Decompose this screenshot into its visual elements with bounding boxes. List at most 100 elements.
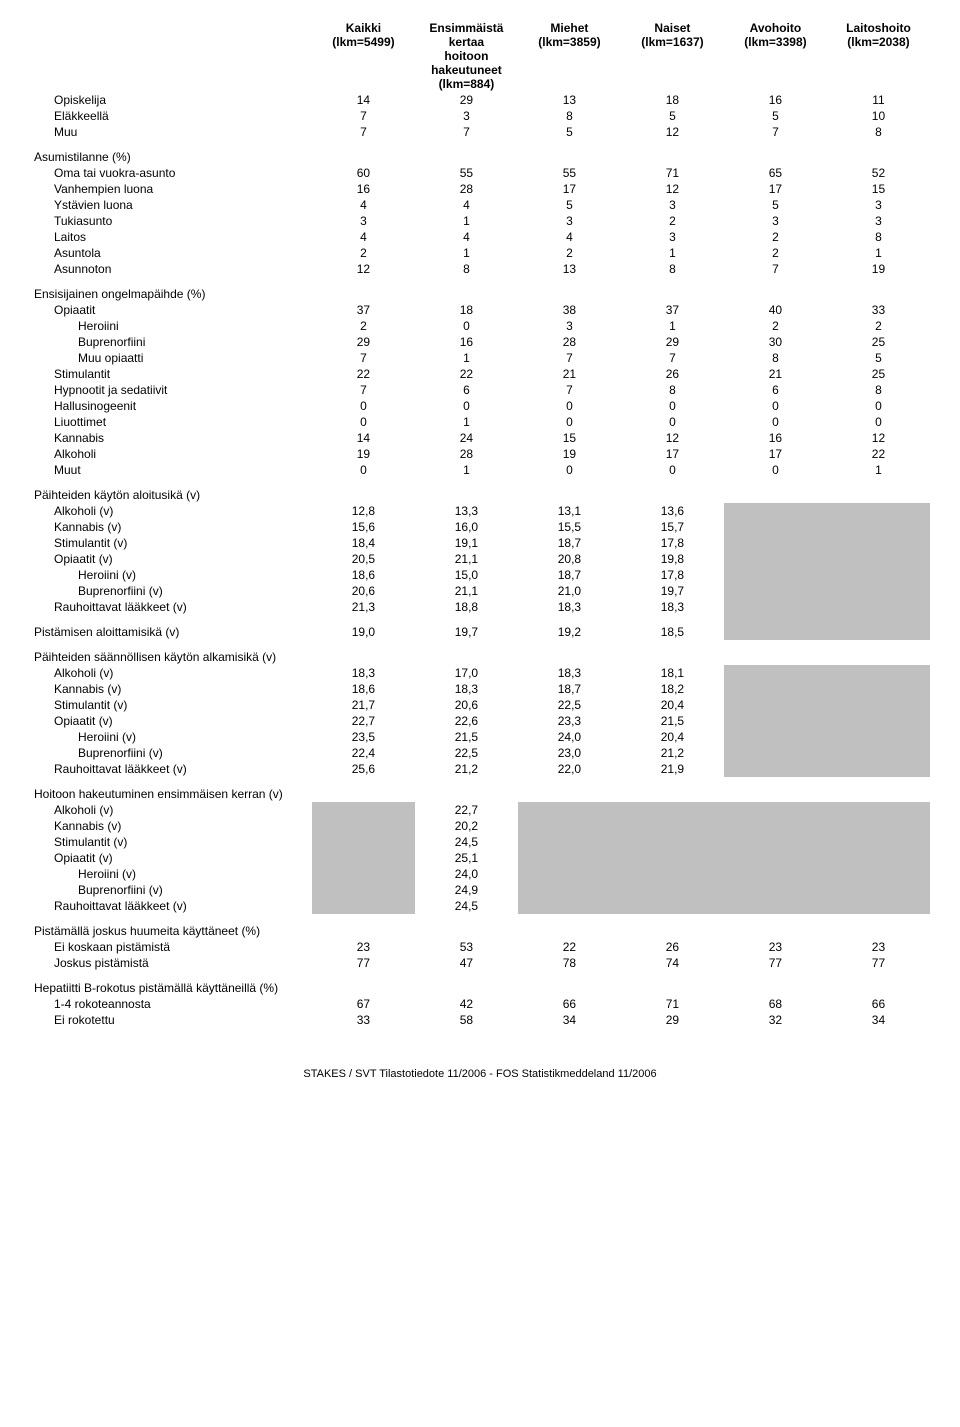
table-row: Opiaatit371838374033	[30, 302, 930, 318]
grey-cell	[827, 850, 930, 866]
section-title: Asumistilanne (%)	[30, 140, 930, 165]
row-label: Ei koskaan pistämistä	[30, 939, 312, 955]
grey-cell	[827, 761, 930, 777]
cell: 22,5	[518, 697, 621, 713]
cell: 21,1	[415, 583, 518, 599]
cell: 22	[312, 366, 415, 382]
cell: 21,2	[415, 761, 518, 777]
grey-cell	[724, 818, 827, 834]
cell: 0	[312, 414, 415, 430]
cell: 7	[518, 350, 621, 366]
grey-cell	[827, 519, 930, 535]
cell: 4	[415, 229, 518, 245]
cell: 0	[415, 318, 518, 334]
table-row: Ei rokotettu335834293234	[30, 1012, 930, 1028]
table-row: Rauhoittavat lääkkeet (v)21,318,818,318,…	[30, 599, 930, 615]
table-row: Heroiini (v)18,615,018,717,8	[30, 567, 930, 583]
table-row: Opiaatit (v)22,722,623,321,5	[30, 713, 930, 729]
cell: 18,7	[518, 567, 621, 583]
cell: 4	[518, 229, 621, 245]
cell: 1	[415, 245, 518, 261]
cell: 22,5	[415, 745, 518, 761]
cell: 19,1	[415, 535, 518, 551]
cell: 5	[518, 197, 621, 213]
section-header: Pistämällä joskus huumeita käyttäneet (%…	[30, 914, 930, 939]
cell: 21	[724, 366, 827, 382]
cell: 21,2	[621, 745, 724, 761]
cell: 23,3	[518, 713, 621, 729]
grey-cell	[312, 802, 415, 818]
cell: 3	[312, 213, 415, 229]
cell: 22,4	[312, 745, 415, 761]
cell: 18,2	[621, 681, 724, 697]
table-row: Alkoholi (v)18,317,018,318,1	[30, 665, 930, 681]
grey-cell	[518, 834, 621, 850]
row-label: Laitos	[30, 229, 312, 245]
grey-cell	[827, 503, 930, 519]
cell: 12	[621, 124, 724, 140]
cell: 71	[621, 165, 724, 181]
cell: 1	[415, 462, 518, 478]
row-label: Heroiini (v)	[30, 567, 312, 583]
cell: 12,8	[312, 503, 415, 519]
table-row: Stimulantit (v)18,419,118,717,8	[30, 535, 930, 551]
cell: 25,1	[415, 850, 518, 866]
table-row: Buprenorfiini (v)24,9	[30, 882, 930, 898]
grey-cell	[312, 834, 415, 850]
row-label: Opiaatit (v)	[30, 551, 312, 567]
cell: 0	[518, 398, 621, 414]
grey-cell	[724, 551, 827, 567]
grey-cell	[827, 898, 930, 914]
cell: 20,6	[312, 583, 415, 599]
row-label: Rauhoittavat lääkkeet (v)	[30, 898, 312, 914]
table-row: Kannabis (v)20,2	[30, 818, 930, 834]
cell: 16	[415, 334, 518, 350]
row-label: Tukiasunto	[30, 213, 312, 229]
cell: 18,3	[415, 681, 518, 697]
grey-cell	[724, 535, 827, 551]
cell: 23	[724, 939, 827, 955]
row-label: Rauhoittavat lääkkeet (v)	[30, 599, 312, 615]
grey-cell	[312, 850, 415, 866]
col-header-laitoshoito: Laitoshoito(lkm=2038)	[827, 20, 930, 92]
cell: 17	[518, 181, 621, 197]
cell: 3	[518, 318, 621, 334]
cell: 22	[415, 366, 518, 382]
cell: 15,7	[621, 519, 724, 535]
cell: 24	[415, 430, 518, 446]
grey-cell	[724, 697, 827, 713]
grey-cell	[724, 599, 827, 615]
table-row: Opiaatit (v)20,521,120,819,8	[30, 551, 930, 567]
grey-cell	[312, 818, 415, 834]
cell: 3	[621, 229, 724, 245]
grey-cell	[621, 866, 724, 882]
grey-cell	[827, 697, 930, 713]
row-label: 1-4 rokoteannosta	[30, 996, 312, 1012]
row-label: Kannabis (v)	[30, 519, 312, 535]
cell: 24,0	[518, 729, 621, 745]
row-label: Heroiini (v)	[30, 866, 312, 882]
cell: 13,1	[518, 503, 621, 519]
row-label: Heroiini (v)	[30, 729, 312, 745]
table-row: Opiaatit (v)25,1	[30, 850, 930, 866]
cell: 20,8	[518, 551, 621, 567]
grey-cell	[827, 745, 930, 761]
table-row: Buprenorfiini291628293025	[30, 334, 930, 350]
table-row: Hallusinogeenit000000	[30, 398, 930, 414]
cell: 22	[827, 446, 930, 462]
table-row: Rauhoittavat lääkkeet (v)25,621,222,021,…	[30, 761, 930, 777]
table-row: Kannabis142415121612	[30, 430, 930, 446]
row-label: Rauhoittavat lääkkeet (v)	[30, 761, 312, 777]
row-label: Stimulantit (v)	[30, 697, 312, 713]
row-label: Asunnoton	[30, 261, 312, 277]
grey-cell	[724, 615, 827, 640]
row-label: Liuottimet	[30, 414, 312, 430]
cell: 18,7	[518, 535, 621, 551]
cell: 18	[415, 302, 518, 318]
grey-cell	[827, 834, 930, 850]
row-label: Alkoholi (v)	[30, 503, 312, 519]
cell: 7	[724, 261, 827, 277]
section-title: Pistämällä joskus huumeita käyttäneet (%…	[30, 914, 930, 939]
grey-cell	[827, 882, 930, 898]
cell: 3	[415, 108, 518, 124]
